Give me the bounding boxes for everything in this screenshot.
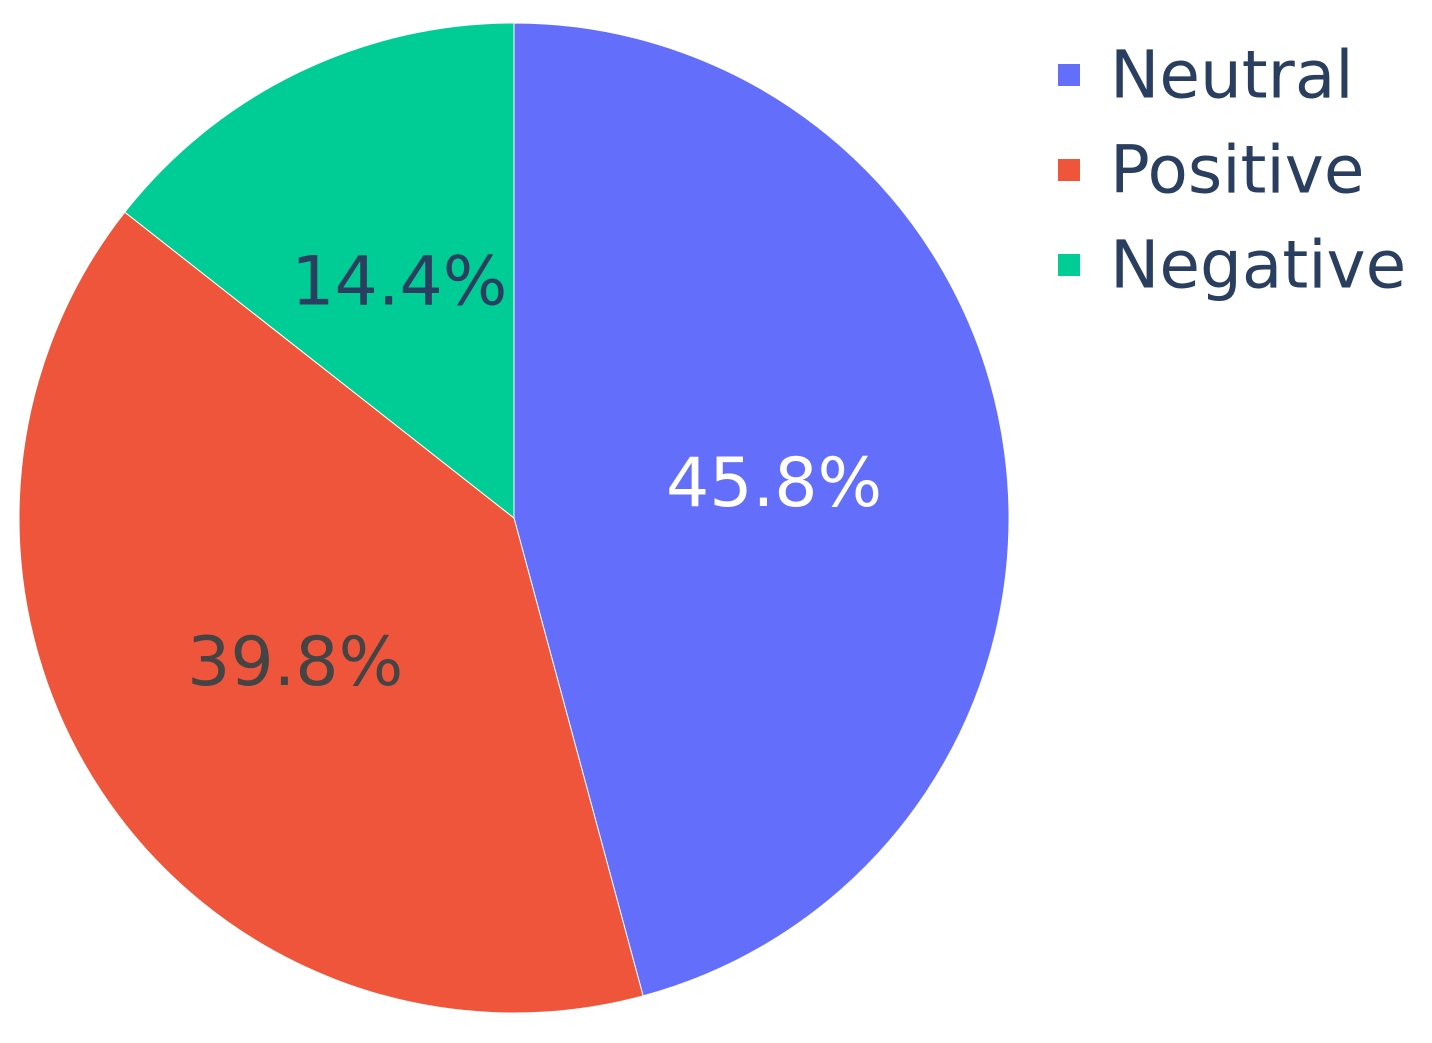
pie-slice-positive: [18, 211, 644, 1014]
legend-swatch-neutral: [1058, 64, 1080, 86]
legend-label-positive: Positive: [1110, 132, 1364, 209]
slice-label-neutral: 45.8%: [666, 444, 882, 523]
pie-slice-negative: [124, 22, 515, 520]
legend-item-neutral[interactable]: Neutral: [1058, 37, 1354, 114]
slice-label-positive: 39.8%: [187, 623, 403, 702]
legend-item-positive[interactable]: Positive: [1058, 132, 1364, 209]
legend-swatch-positive: [1058, 159, 1080, 181]
pie-slices: [18, 22, 1010, 1014]
legend-label-neutral: Neutral: [1110, 37, 1354, 114]
pie-slice-labels: 45.8% 39.8% 14.4%: [187, 243, 882, 703]
slice-label-negative: 14.4%: [291, 243, 507, 322]
legend-item-negative[interactable]: Negative: [1058, 227, 1406, 304]
legend-label-negative: Negative: [1110, 227, 1406, 304]
legend-swatch-negative: [1058, 254, 1080, 276]
legend: Neutral Positive Negative: [1058, 37, 1406, 304]
pie-slice-neutral: [513, 22, 1010, 997]
